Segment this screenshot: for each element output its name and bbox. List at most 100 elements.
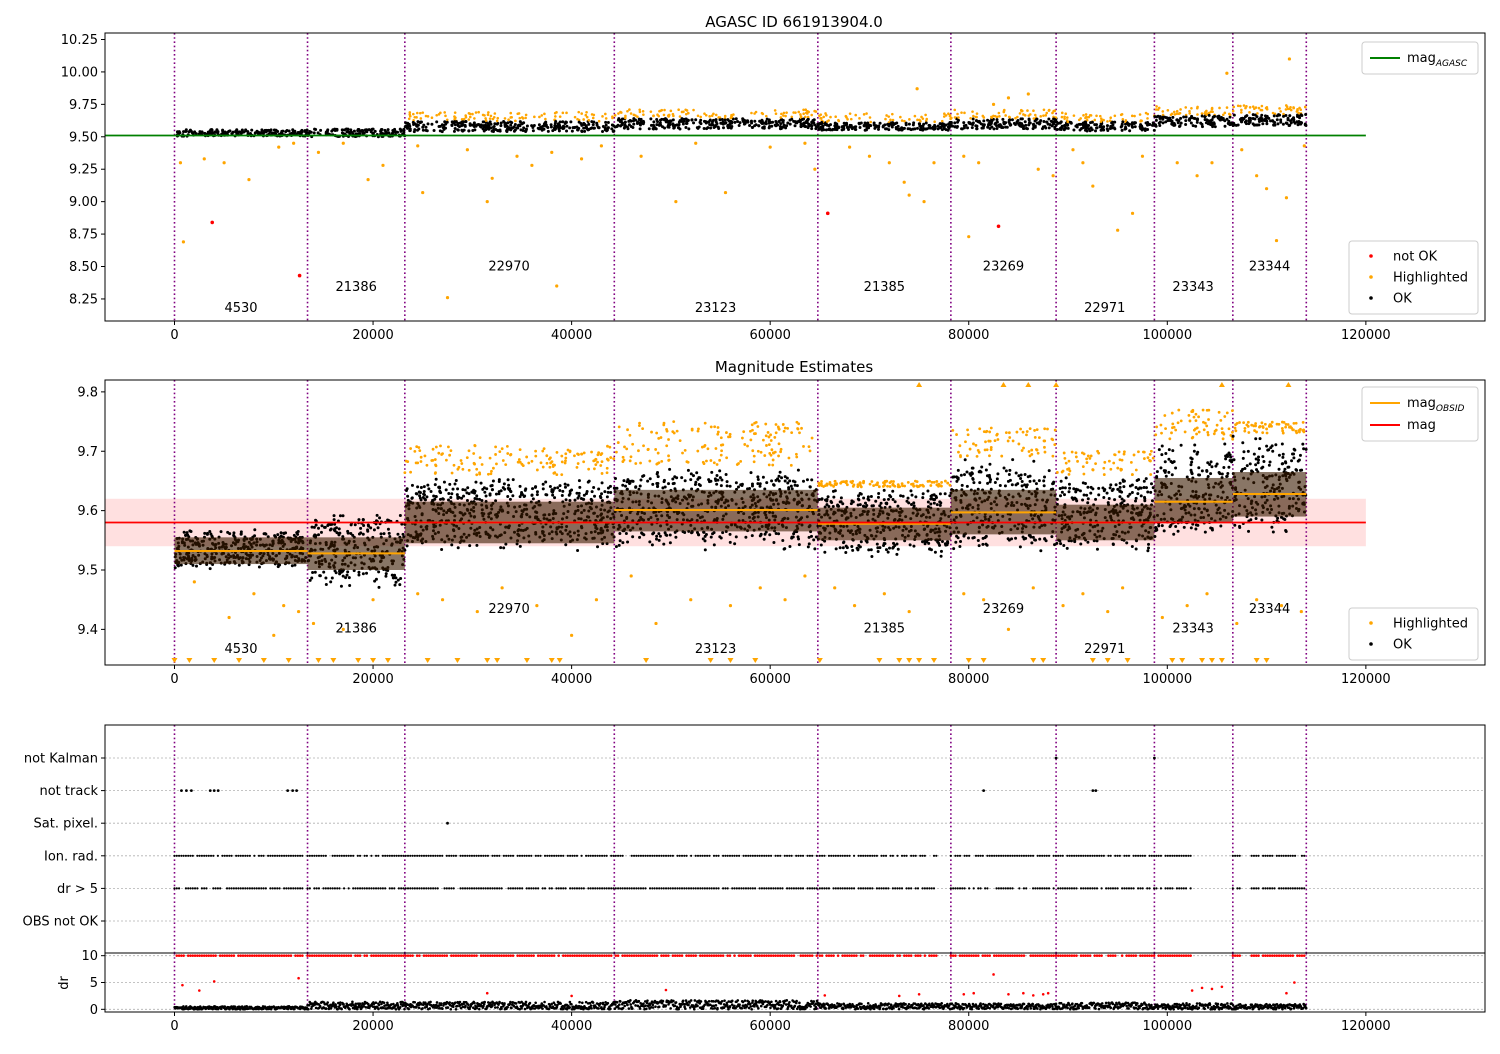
ok-point — [448, 483, 451, 486]
highlighted-point — [473, 463, 476, 466]
highlighted-point — [770, 454, 773, 457]
ok-point — [500, 489, 503, 492]
ok-point — [244, 128, 247, 131]
highlighted-point — [660, 460, 663, 463]
ok-point — [383, 532, 386, 535]
highlighted-point — [955, 433, 958, 436]
highlighted-point — [991, 116, 994, 119]
ok-point — [276, 533, 279, 536]
highlighted-point — [1161, 110, 1164, 113]
highlighted-point — [531, 460, 534, 463]
highlighted-point — [784, 115, 787, 118]
highlighted-point — [679, 115, 682, 118]
highlighted-point — [969, 448, 972, 451]
highlighted-point — [1176, 110, 1179, 113]
highlighted-point — [1017, 443, 1020, 446]
ok-point — [939, 501, 942, 504]
highlighted-point — [1244, 107, 1247, 110]
ok-point — [568, 499, 571, 502]
highlighted-point — [525, 456, 528, 459]
ok-point — [184, 534, 187, 537]
ok-point — [652, 124, 655, 127]
highlighted-point — [1171, 112, 1174, 115]
ok-point — [185, 128, 188, 131]
ok-point — [232, 131, 235, 134]
highlighted-point — [461, 468, 464, 471]
ok-point — [466, 486, 469, 489]
highlighted-point — [487, 111, 490, 114]
ok-point — [362, 518, 365, 521]
highlighted-point — [642, 113, 645, 116]
ok-point — [1008, 118, 1011, 121]
ok-point — [825, 128, 828, 131]
ok-point — [774, 479, 777, 482]
highlighted-point — [819, 117, 822, 120]
ok-point — [629, 119, 632, 122]
highlighted-point — [1256, 112, 1259, 115]
ok-point — [272, 132, 275, 135]
highlighted-point — [857, 483, 860, 486]
ok-point — [930, 495, 933, 498]
highlighted-point — [277, 146, 280, 149]
ok-point — [192, 132, 195, 135]
ok-point — [619, 124, 622, 127]
ok-point — [408, 129, 411, 132]
ok-point — [810, 535, 813, 538]
ok-point — [763, 538, 766, 541]
highlighted-point — [636, 115, 639, 118]
highlighted-point — [594, 463, 597, 466]
highlighted-point — [892, 119, 895, 122]
highlighted-point — [878, 485, 881, 488]
ok-point — [366, 528, 369, 531]
ok-point — [1032, 123, 1035, 126]
ok-point — [996, 121, 999, 124]
ok-point — [1304, 123, 1307, 126]
ok-point — [1070, 122, 1073, 125]
ok-point — [373, 528, 376, 531]
ok-point — [461, 488, 464, 491]
ok-point — [338, 527, 341, 530]
ok-point — [544, 481, 547, 484]
highlighted-point — [569, 450, 572, 453]
ok-point — [832, 505, 835, 508]
ok-point — [751, 126, 754, 129]
ok-point — [491, 488, 494, 491]
ok-point — [238, 564, 241, 567]
ok-point — [531, 487, 534, 490]
ok-point — [273, 534, 276, 537]
highlighted-point — [770, 448, 773, 451]
highlighted-point — [764, 423, 767, 426]
highlighted-point — [179, 161, 182, 164]
highlighted-point — [1176, 161, 1179, 164]
highlighted-point — [715, 114, 718, 117]
highlighted-point — [574, 116, 577, 119]
highlighted-point — [466, 456, 469, 459]
highlighted-point — [507, 118, 510, 121]
highlighted-point — [1240, 109, 1243, 112]
ok-point — [721, 122, 724, 125]
ok-point — [603, 490, 606, 493]
ok-point — [422, 496, 425, 499]
highlighted-point — [472, 452, 475, 455]
ok-point — [1111, 126, 1114, 129]
ok-point — [1242, 117, 1245, 120]
ok-point — [912, 501, 915, 504]
highlighted-point — [533, 116, 536, 119]
ok-point — [975, 125, 978, 128]
highlighted-point — [408, 113, 411, 116]
ok-point — [331, 577, 334, 580]
highlighted-point — [795, 453, 798, 456]
ok-point — [618, 532, 621, 535]
ok-point — [607, 491, 610, 494]
ok-point — [342, 575, 345, 578]
ok-point — [1001, 126, 1004, 129]
ok-point — [419, 121, 422, 124]
ok-point — [339, 514, 342, 517]
highlighted-point — [556, 451, 559, 454]
ok-point — [864, 121, 867, 124]
ok-point — [840, 496, 843, 499]
highlighted-point — [1141, 155, 1144, 158]
ok-point — [783, 547, 786, 550]
ok-point — [939, 492, 942, 495]
highlighted-point — [1304, 106, 1307, 109]
